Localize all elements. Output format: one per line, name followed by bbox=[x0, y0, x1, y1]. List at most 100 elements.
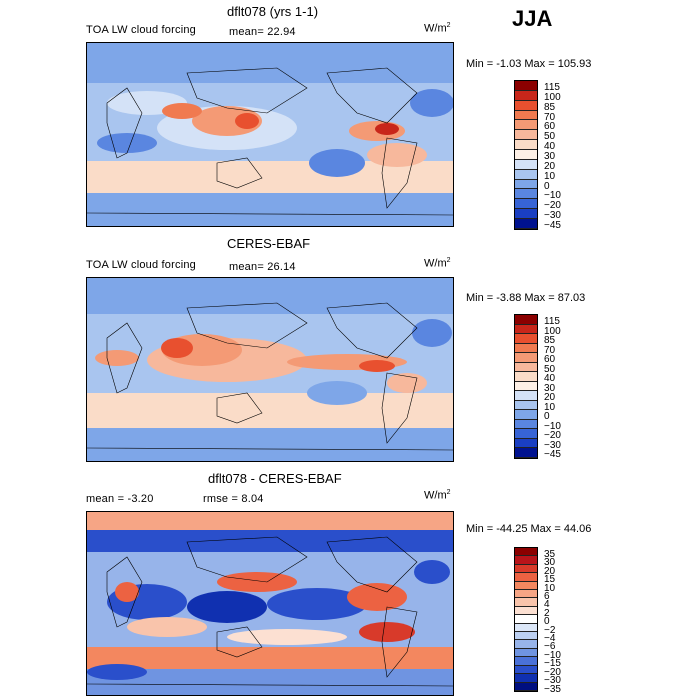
colorbar-swatch bbox=[515, 632, 537, 641]
colorbar-swatch bbox=[515, 419, 537, 430]
colorbar-swatch bbox=[515, 429, 537, 439]
colorbar-swatch bbox=[515, 120, 537, 131]
panel3-colorbar bbox=[514, 547, 538, 692]
colorbar-swatch bbox=[515, 573, 537, 582]
colorbar-level-label: 4 bbox=[544, 599, 550, 611]
colorbar-swatch bbox=[515, 548, 537, 557]
colorbar-level-label: 85 bbox=[544, 101, 556, 113]
colorbar-swatch bbox=[515, 343, 537, 354]
colorbar-level-label: 10 bbox=[544, 582, 556, 594]
colorbar-level-label: −20 bbox=[544, 666, 561, 678]
colorbar-level-label: 100 bbox=[544, 325, 561, 337]
colorbar-swatch bbox=[515, 665, 537, 675]
panel2-colorbar-labels: 115 100 85 70 60 50 40 30 20 10 0 −10 −20 −30 −45 bbox=[544, 317, 561, 460]
panel1-map bbox=[86, 42, 454, 227]
colorbar-swatch bbox=[515, 179, 537, 190]
panel2-map-field bbox=[87, 278, 453, 461]
colorbar-swatch bbox=[515, 130, 537, 141]
colorbar-level-label: 20 bbox=[544, 392, 556, 404]
colorbar-level-label: 35 bbox=[544, 549, 556, 560]
colorbar-level-label: −30 bbox=[544, 675, 561, 687]
colorbar-swatch bbox=[515, 189, 537, 200]
colorbar-swatch bbox=[515, 334, 537, 344]
colorbar-level-label: 20 bbox=[544, 160, 556, 172]
colorbar-level-label: 30 bbox=[544, 557, 556, 569]
colorbar-swatch bbox=[515, 362, 537, 373]
colorbar-swatch bbox=[515, 648, 537, 658]
colorbar-level-label: 50 bbox=[544, 131, 556, 143]
colorbar-swatch bbox=[515, 110, 537, 121]
panel1-colorbar bbox=[514, 80, 538, 230]
colorbar-level-label: 50 bbox=[544, 363, 556, 375]
colorbar-swatch bbox=[515, 564, 537, 574]
colorbar-level-label: −10 bbox=[544, 190, 561, 202]
colorbar-swatch bbox=[515, 400, 537, 411]
colorbar-swatch bbox=[515, 682, 537, 691]
panel2-map bbox=[86, 277, 454, 462]
colorbar-swatch bbox=[515, 381, 537, 392]
colorbar-level-label: −45 bbox=[544, 449, 561, 461]
colorbar-swatch bbox=[515, 199, 537, 210]
panel1-mean: mean= 22.94 bbox=[229, 26, 296, 38]
panel1-units: W/m2 bbox=[424, 22, 451, 35]
colorbar-level-label: 70 bbox=[544, 344, 556, 356]
colorbar-level-label: 10 bbox=[544, 170, 556, 182]
colorbar-swatch bbox=[515, 81, 537, 91]
panel3-minmax: Min = -44.25 Max = 44.06 bbox=[466, 523, 592, 535]
panel1-minmax: Min = -1.03 Max = 105.93 bbox=[466, 58, 592, 70]
panel1-title: dflt078 (yrs 1-1) bbox=[227, 4, 319, 19]
panel3-map-field bbox=[87, 512, 453, 695]
colorbar-swatch bbox=[515, 640, 537, 649]
colorbar-swatch bbox=[515, 140, 537, 151]
colorbar-level-label: −20 bbox=[544, 200, 561, 212]
colorbar-level-label: −10 bbox=[544, 649, 561, 661]
colorbar-swatch bbox=[515, 581, 537, 591]
colorbar-level-label: 115 bbox=[544, 82, 560, 93]
colorbar-level-label: 30 bbox=[544, 382, 556, 394]
colorbar-level-label: 60 bbox=[544, 121, 556, 133]
panel1-colorbar-labels: 115 100 85 70 60 50 40 30 20 10 0 −10 −20 −30 −45 bbox=[544, 83, 561, 231]
colorbar-level-label: −15 bbox=[544, 658, 561, 670]
colorbar-swatch bbox=[515, 353, 537, 363]
colorbar-swatch bbox=[515, 556, 537, 565]
panel2-mean: mean= 26.14 bbox=[229, 261, 296, 273]
colorbar-swatch bbox=[515, 150, 537, 160]
colorbar-level-label: 100 bbox=[544, 91, 561, 103]
panel1-field-label: TOA LW cloud forcing bbox=[86, 24, 196, 36]
colorbar-level-label: 115 bbox=[544, 316, 560, 327]
colorbar-level-label: 70 bbox=[544, 111, 556, 123]
colorbar-level-label: −4 bbox=[544, 633, 556, 645]
panel2-units: W/m2 bbox=[424, 257, 451, 270]
colorbar-swatch bbox=[515, 100, 537, 111]
colorbar-swatch bbox=[515, 623, 537, 633]
colorbar-swatch bbox=[515, 657, 537, 666]
season-label: JJA bbox=[512, 6, 553, 31]
colorbar-level-label: 85 bbox=[544, 335, 556, 347]
panel2-field-label: TOA LW cloud forcing bbox=[86, 259, 196, 271]
colorbar-swatch bbox=[515, 674, 537, 683]
colorbar-level-label: −30 bbox=[544, 210, 561, 222]
colorbar-level-label: 60 bbox=[544, 354, 556, 366]
colorbar-swatch bbox=[515, 606, 537, 616]
panel3-colorbar-labels: 35 30 20 15 10 6 4 2 0 −2 −4 −6 −10 −15 −20 −30 −35 bbox=[544, 549, 561, 694]
panel3-title: dflt078 - CERES-EBAF bbox=[208, 471, 342, 486]
panel2-minmax: Min = -3.88 Max = 87.03 bbox=[466, 292, 586, 304]
panel3-units: W/m2 bbox=[424, 489, 451, 502]
panel1-map-field bbox=[87, 43, 453, 226]
colorbar-level-label: −6 bbox=[544, 641, 556, 653]
colorbar-swatch bbox=[515, 315, 537, 325]
panel2-colorbar bbox=[514, 314, 538, 459]
colorbar-level-label: 0 bbox=[544, 411, 550, 423]
colorbar-level-label: 0 bbox=[544, 616, 550, 628]
colorbar-swatch bbox=[515, 448, 537, 458]
colorbar-level-label: 2 bbox=[544, 607, 550, 619]
colorbar-level-label: −2 bbox=[544, 624, 556, 636]
colorbar-level-label: 20 bbox=[544, 565, 556, 577]
colorbar-level-label: −30 bbox=[544, 439, 561, 451]
colorbar-swatch bbox=[515, 219, 537, 229]
colorbar-level-label: 40 bbox=[544, 373, 556, 385]
colorbar-level-label: −10 bbox=[544, 420, 561, 432]
colorbar-swatch bbox=[515, 324, 537, 335]
colorbar-swatch bbox=[515, 410, 537, 420]
colorbar-swatch bbox=[515, 590, 537, 599]
